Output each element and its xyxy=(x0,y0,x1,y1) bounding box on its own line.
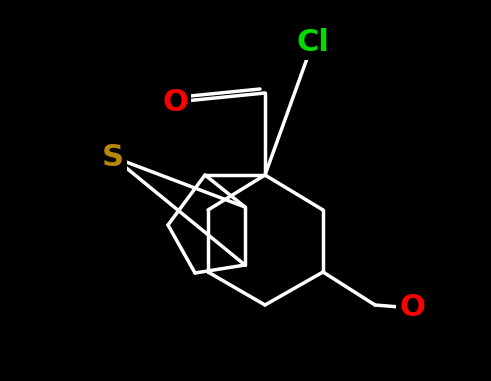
Text: Cl: Cl xyxy=(297,27,329,56)
Text: O: O xyxy=(162,88,188,117)
Text: O: O xyxy=(399,293,425,322)
Text: S: S xyxy=(102,142,124,171)
